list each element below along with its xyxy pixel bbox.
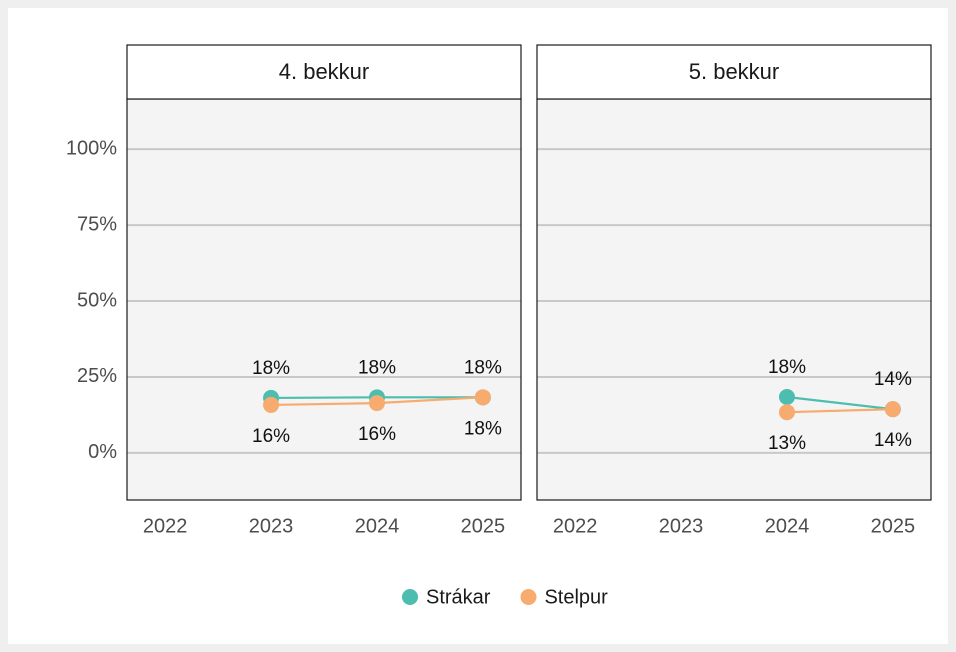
x-tick-label: 2024 bbox=[355, 515, 400, 537]
data-label: 18% bbox=[464, 357, 502, 378]
strip-title: 5. bekkur bbox=[689, 59, 780, 84]
point bbox=[778, 404, 795, 421]
data-label: 18% bbox=[252, 358, 290, 379]
x-tick-label: 2024 bbox=[765, 515, 810, 537]
panel-background bbox=[537, 99, 931, 500]
x-tick-label: 2022 bbox=[553, 515, 598, 537]
data-label: 16% bbox=[252, 426, 290, 447]
line bbox=[786, 395, 893, 411]
y-tick-label: 50% bbox=[77, 289, 117, 311]
data-label: 14% bbox=[874, 369, 912, 390]
point bbox=[368, 395, 385, 412]
point bbox=[884, 401, 901, 418]
line bbox=[786, 408, 893, 414]
data-label: 18% bbox=[464, 418, 502, 439]
x-tick-label: 2023 bbox=[249, 515, 294, 537]
strip bbox=[536, 44, 932, 100]
x-tick-label: 2022 bbox=[143, 515, 188, 537]
panel-background bbox=[127, 99, 521, 500]
y-tick-label: 100% bbox=[66, 137, 117, 159]
legend-label: Stelpur bbox=[544, 586, 608, 608]
x-tick-label: 2025 bbox=[461, 515, 506, 537]
y-tick-label: 0% bbox=[88, 441, 117, 463]
y-tick-label: 75% bbox=[77, 213, 117, 235]
legend-swatch bbox=[402, 589, 418, 605]
point bbox=[778, 389, 795, 406]
data-label: 18% bbox=[768, 357, 806, 378]
x-tick-label: 2025 bbox=[871, 515, 916, 537]
point bbox=[474, 389, 491, 406]
data-label: 16% bbox=[358, 424, 396, 445]
data-label: 14% bbox=[874, 430, 912, 451]
legend-swatch bbox=[520, 589, 537, 605]
point bbox=[263, 396, 280, 413]
legend-label: Strákar bbox=[426, 586, 491, 608]
strip-title: 4. bekkur bbox=[279, 59, 370, 84]
data-label: 13% bbox=[768, 433, 806, 454]
strip bbox=[126, 44, 522, 100]
data-label: 18% bbox=[358, 357, 396, 378]
y-tick-label: 25% bbox=[77, 365, 117, 387]
x-tick-label: 2023 bbox=[659, 515, 704, 537]
